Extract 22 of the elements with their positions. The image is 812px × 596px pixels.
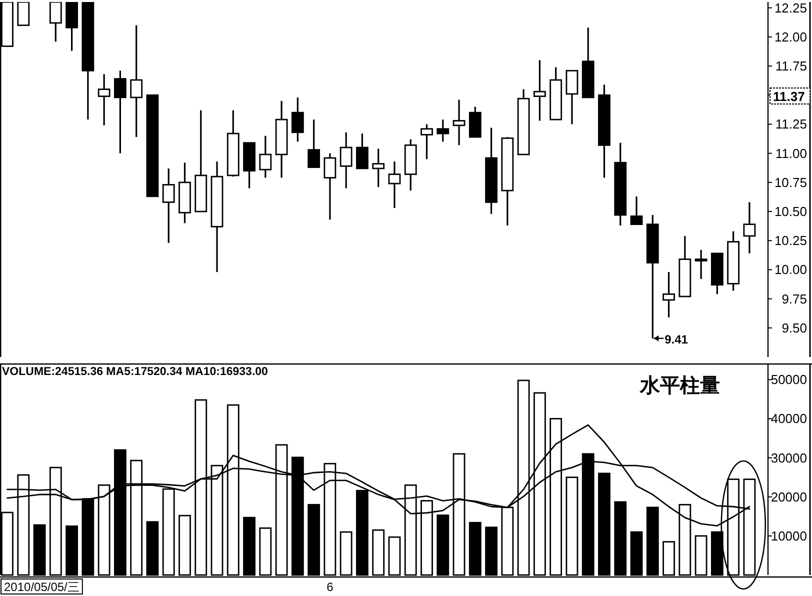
y-tick-label: 9.75 (782, 291, 807, 306)
text: 2010/05/05/三 (4, 580, 80, 594)
y-tick-label: 11.25 (775, 116, 807, 132)
y-tick-label: 12.25 (774, 0, 807, 16)
y-tick-label: 9.50 (782, 320, 807, 336)
y-tick-label: 10.00 (774, 262, 807, 278)
y-tick-label: 40000 (770, 411, 807, 426)
y-tick-label: 50000 (770, 372, 807, 388)
y-tick-label: 10000 (770, 528, 807, 544)
y-tick-label: 10.75 (774, 174, 807, 190)
annotation: 9.41 (664, 332, 688, 346)
y-tick-label: 12.00 (774, 29, 807, 44)
x-tick-label: 6 (326, 580, 334, 594)
text: 11.37 (773, 89, 805, 104)
annotation: 水平柱量 (639, 375, 720, 397)
y-tick-label: 20000 (770, 489, 807, 504)
y-tick-label: 11.00 (775, 146, 807, 161)
y-tick-label: 10.25 (774, 233, 807, 248)
chart-title: VOLUME:24515.36 MA5:17520.34 MA10:16933.00 (2, 366, 268, 378)
y-tick-label: 30000 (770, 450, 807, 466)
y-tick-label: 11.75 (775, 58, 807, 74)
y-tick-label: 10.50 (774, 204, 807, 220)
